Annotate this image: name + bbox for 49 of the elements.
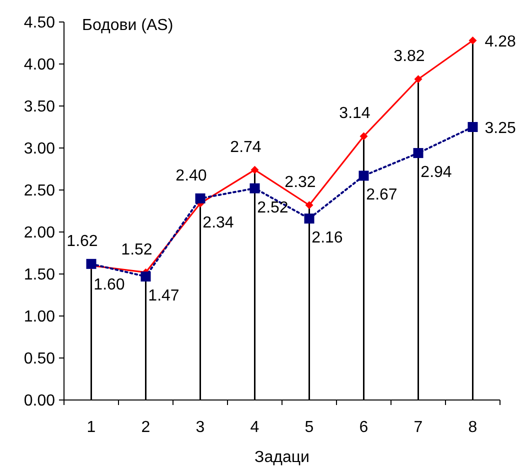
data-label: 2.52 — [257, 199, 288, 216]
y-tick-label: 2.50 — [24, 182, 56, 200]
x-tick-label: 1 — [86, 419, 96, 436]
data-label: 2.16 — [312, 230, 343, 247]
data-label: 2.40 — [176, 167, 207, 184]
data-label: 3.25 — [484, 120, 516, 137]
x-tick-label: 7 — [414, 419, 423, 436]
point — [86, 258, 96, 269]
data-label: 1.60 — [94, 276, 125, 294]
data-label: 1.52 — [121, 241, 152, 258]
data-label: 3.14 — [339, 105, 370, 122]
data-label: 4.28 — [484, 33, 516, 50]
point — [140, 272, 151, 282]
data-label: 2.32 — [284, 174, 316, 192]
point — [195, 193, 206, 204]
point — [250, 166, 259, 174]
y-tick-label: 3.00 — [24, 140, 56, 158]
x-tick-label: 2 — [141, 419, 150, 436]
y-tick-label: 0.00 — [24, 392, 56, 410]
y-tick-label: 1.50 — [24, 266, 56, 284]
point — [250, 183, 260, 194]
point — [358, 170, 369, 181]
y-tick-label: 2.00 — [24, 224, 56, 242]
point — [304, 214, 314, 224]
point — [468, 36, 477, 44]
x-axis-title: Задаци — [254, 449, 310, 466]
point — [305, 201, 314, 210]
data-label: 1.47 — [148, 288, 180, 305]
data-label: 2.94 — [420, 164, 452, 182]
data-label: 2.34 — [202, 214, 234, 232]
x-tick-label: 3 — [196, 419, 205, 436]
data-label: 2.67 — [366, 186, 398, 204]
y-tick-label: 4.50 — [24, 14, 56, 32]
point — [468, 122, 478, 132]
x-tick-label: 5 — [304, 419, 314, 436]
y-tick-label: 0.50 — [24, 350, 56, 368]
point — [360, 132, 368, 140]
data-label: 2.74 — [230, 138, 262, 156]
x-tick-label: 4 — [250, 419, 260, 436]
data-label: 3.82 — [394, 48, 425, 66]
y-tick-label: 3.50 — [24, 98, 56, 116]
point — [414, 75, 422, 84]
x-tick-label: 6 — [359, 419, 368, 436]
y-tick-label: 4.00 — [24, 56, 56, 74]
y-axis-title: Бодови (AS) — [82, 17, 174, 34]
y-tick-label: 1.00 — [24, 308, 56, 326]
data-label: 1.62 — [66, 232, 98, 250]
x-tick-label: 8 — [468, 419, 478, 436]
point — [413, 148, 424, 158]
